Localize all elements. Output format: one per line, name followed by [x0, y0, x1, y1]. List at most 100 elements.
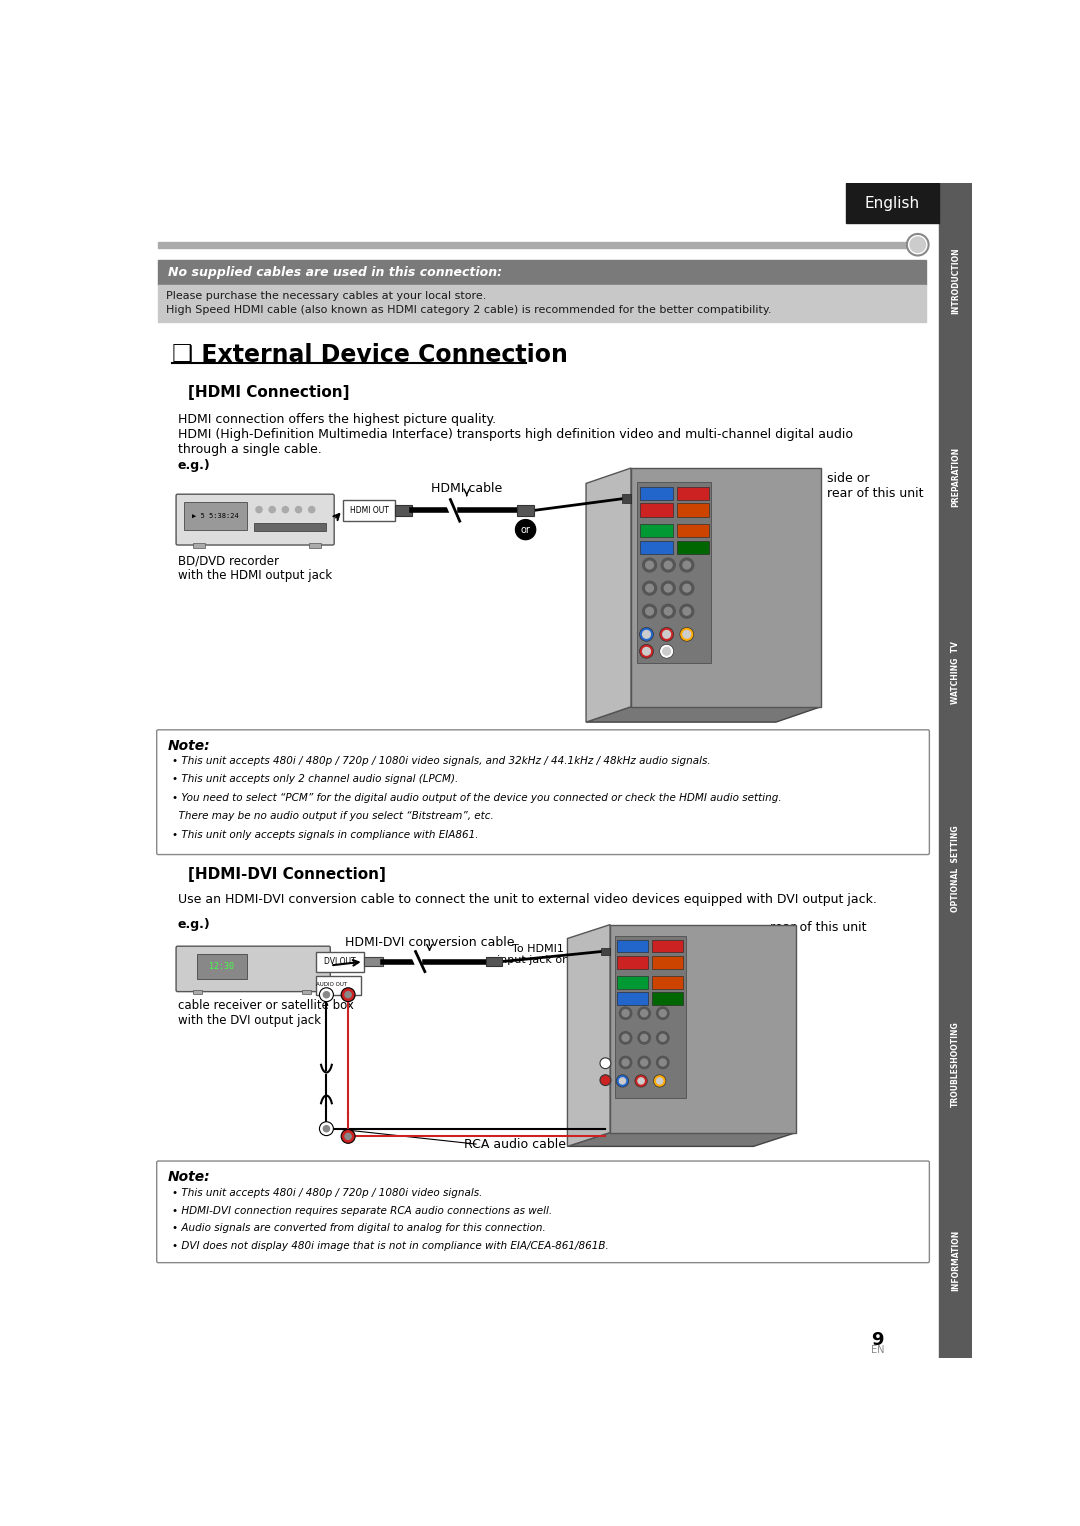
Text: side or
rear of this unit: side or rear of this unit	[827, 472, 923, 501]
Circle shape	[683, 584, 691, 592]
Circle shape	[661, 559, 675, 572]
Text: Please purchase the necessary cables at your local store.: Please purchase the necessary cables at …	[166, 291, 486, 301]
Bar	[652, 977, 683, 989]
Bar	[395, 505, 413, 516]
Circle shape	[640, 1035, 648, 1041]
Circle shape	[320, 987, 334, 1001]
Text: To HDMI1
input jack only: To HDMI1 input jack only	[497, 945, 579, 966]
Circle shape	[657, 1032, 669, 1044]
Circle shape	[619, 1007, 632, 1019]
Text: • This unit accepts only 2 channel audio signal (LPCM).: • This unit accepts only 2 channel audio…	[172, 775, 458, 784]
FancyBboxPatch shape	[157, 1161, 930, 1262]
Circle shape	[345, 992, 351, 998]
Circle shape	[664, 562, 672, 569]
Bar	[309, 543, 321, 548]
Bar	[652, 940, 683, 952]
Bar	[159, 259, 926, 285]
Text: DVI OUT: DVI OUT	[324, 957, 355, 966]
Circle shape	[345, 1134, 351, 1140]
Circle shape	[657, 1077, 663, 1083]
Circle shape	[663, 647, 671, 655]
Circle shape	[659, 1035, 666, 1041]
Circle shape	[296, 507, 301, 513]
FancyBboxPatch shape	[176, 494, 334, 545]
Circle shape	[638, 1032, 650, 1044]
Bar	[315, 977, 361, 995]
Text: Note:: Note:	[167, 739, 211, 752]
Circle shape	[323, 1126, 329, 1132]
Bar	[600, 948, 610, 955]
Circle shape	[679, 581, 693, 595]
Circle shape	[664, 607, 672, 615]
Bar	[197, 954, 247, 978]
Circle shape	[640, 1010, 648, 1016]
Text: RCA audio cable: RCA audio cable	[463, 1137, 566, 1151]
Circle shape	[617, 1074, 629, 1087]
Text: • This unit accepts 480i / 480p / 720p / 1080i video signals, and 32kHz / 44.1kH: • This unit accepts 480i / 480p / 720p /…	[172, 755, 711, 766]
Text: English: English	[865, 195, 920, 211]
Circle shape	[341, 987, 355, 1001]
Circle shape	[683, 562, 691, 569]
Polygon shape	[586, 468, 631, 722]
Circle shape	[646, 607, 653, 615]
Bar	[486, 957, 501, 966]
Text: • DVI does not display 480i image that is not in compliance with EIA/CEA-861/861: • DVI does not display 480i image that i…	[172, 1241, 609, 1251]
Circle shape	[619, 1077, 625, 1083]
Circle shape	[646, 584, 653, 592]
Text: • This unit accepts 480i / 480p / 720p / 1080i video signals.: • This unit accepts 480i / 480p / 720p /…	[172, 1187, 483, 1198]
Bar	[159, 241, 926, 247]
Circle shape	[341, 1129, 355, 1143]
Circle shape	[657, 1056, 669, 1068]
Bar	[184, 502, 247, 530]
Circle shape	[643, 630, 650, 638]
Text: OPTIONAL  SETTING: OPTIONAL SETTING	[950, 826, 960, 913]
Text: or: or	[521, 525, 530, 534]
Text: INFORMATION: INFORMATION	[950, 1230, 960, 1291]
Text: 9: 9	[872, 1331, 883, 1349]
Bar	[315, 952, 364, 972]
Bar	[193, 990, 202, 993]
Circle shape	[664, 584, 672, 592]
Bar	[652, 957, 683, 969]
Text: L: L	[325, 989, 328, 993]
Text: PREPARATION: PREPARATION	[950, 447, 960, 507]
Bar	[622, 494, 631, 504]
Text: HDMI connection offers the highest picture quality.: HDMI connection offers the highest pictu…	[177, 412, 496, 426]
Polygon shape	[567, 1132, 796, 1146]
Text: No supplied cables are used in this connection:: No supplied cables are used in this conn…	[167, 266, 502, 279]
Circle shape	[622, 1010, 629, 1016]
Circle shape	[635, 1074, 647, 1087]
Circle shape	[638, 1007, 650, 1019]
Bar	[617, 977, 648, 989]
Circle shape	[660, 627, 674, 641]
Bar	[617, 940, 648, 952]
Circle shape	[663, 630, 671, 638]
Circle shape	[660, 644, 674, 658]
Circle shape	[683, 630, 691, 638]
Text: HDMI OUT: HDMI OUT	[350, 507, 389, 514]
Circle shape	[256, 507, 262, 513]
Bar	[617, 992, 648, 1004]
Circle shape	[640, 1059, 648, 1067]
Bar	[631, 468, 821, 707]
Circle shape	[619, 1056, 632, 1068]
Circle shape	[309, 507, 314, 513]
Circle shape	[639, 644, 653, 658]
Bar	[640, 542, 673, 554]
Circle shape	[679, 627, 693, 641]
Text: HDMI (High-Definition Multimedia Interface) transports high definition video and: HDMI (High-Definition Multimedia Interfa…	[177, 427, 852, 441]
Bar	[301, 990, 311, 993]
Bar	[677, 504, 710, 516]
Circle shape	[679, 604, 693, 618]
Circle shape	[646, 562, 653, 569]
Bar	[342, 499, 395, 522]
Bar	[939, 183, 972, 1358]
FancyBboxPatch shape	[157, 729, 930, 855]
Circle shape	[643, 647, 650, 655]
Bar	[617, 957, 648, 969]
Circle shape	[657, 1007, 669, 1019]
Circle shape	[638, 1077, 644, 1083]
Circle shape	[269, 507, 275, 513]
Bar	[846, 183, 939, 223]
Text: • Audio signals are converted from digital to analog for this connection.: • Audio signals are converted from digit…	[172, 1224, 546, 1233]
